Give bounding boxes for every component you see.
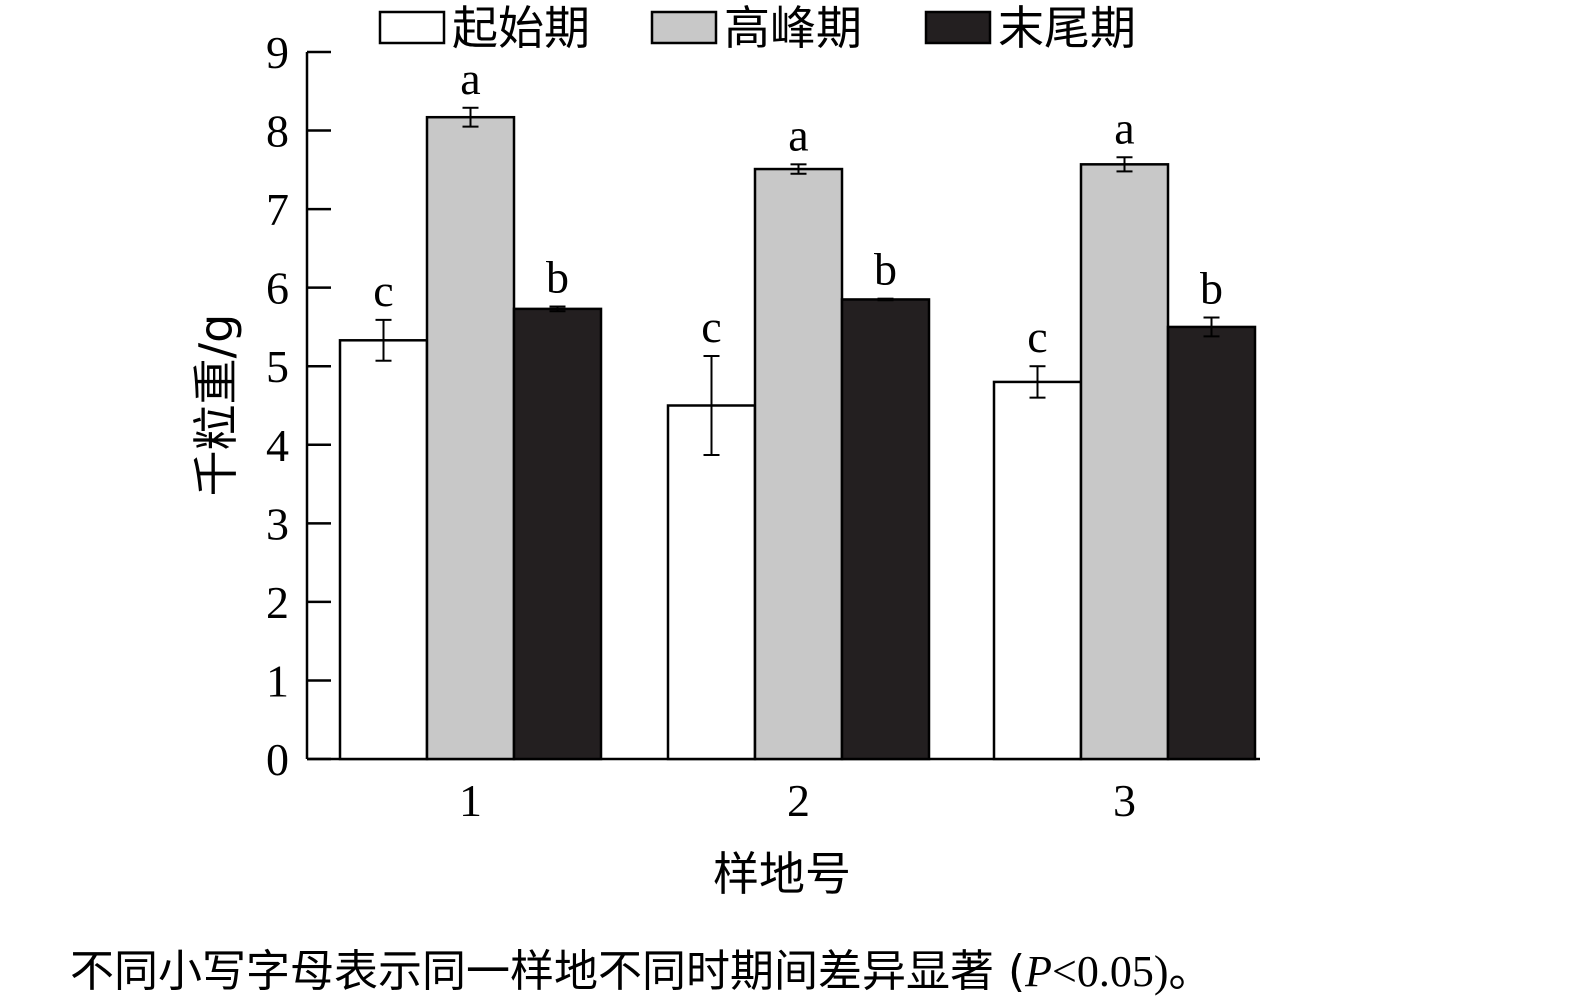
significance-letter-3-2: a — [1114, 102, 1134, 153]
bar-2-2 — [753, 167, 844, 761]
footnote-suffix: <0.05)。 — [1052, 947, 1213, 996]
y-axis: 0 1 2 3 4 5 6 7 8 9 — [266, 27, 331, 785]
footnote-p-symbol: P — [1025, 947, 1053, 996]
bar-3-1 — [992, 380, 1083, 761]
y-tick-label-4: 4 — [266, 420, 289, 471]
legend-label-1: 起始期 — [452, 1, 590, 55]
y-tick-label-5: 5 — [266, 341, 289, 392]
bars: c a b c a b c a b — [338, 53, 1257, 761]
significance-letter-2-1: c — [701, 301, 721, 352]
bar-1-3 — [512, 307, 603, 761]
legend-swatch-2 — [650, 10, 718, 45]
bar-1-1 — [338, 339, 429, 761]
footnote: 不同小写字母表示同一样地不同时期间差异显著 (P<0.05)。 — [70, 935, 1550, 999]
bar-3-2 — [1079, 163, 1170, 761]
legend-swatch-1 — [378, 10, 446, 45]
x-axis-label: 样地号 — [713, 847, 851, 901]
legend-label-2: 高峰期 — [724, 1, 862, 55]
significance-letter-1-2: a — [460, 53, 480, 104]
y-tick-label-9: 9 — [266, 27, 289, 78]
x-tick-label-1: 1 — [459, 775, 482, 826]
significance-letter-2-3: b — [874, 244, 897, 295]
y-axis-label: 千粒重/g — [189, 314, 243, 497]
footnote-prefix: 不同小写字母表示同一样地不同时期间差异显著 ( — [70, 946, 1026, 997]
bar-2-3 — [840, 298, 931, 761]
legend-label-3: 末尾期 — [998, 1, 1136, 55]
y-tick-label-0: 0 — [266, 734, 289, 785]
bar-chart: 起始期 高峰期 末尾期 0 1 2 3 4 5 6 7 8 9 1 2 3 c a b c a b c a b 千粒重/g… — [189, 1, 1260, 901]
bar-2-1 — [666, 404, 757, 761]
y-tick-label-7: 7 — [266, 184, 289, 235]
significance-letter-2-2: a — [788, 109, 808, 160]
bar-1-2 — [425, 115, 516, 761]
y-tick-label-6: 6 — [266, 263, 289, 314]
y-tick-label-2: 2 — [266, 577, 289, 628]
y-tick-label-8: 8 — [266, 106, 289, 157]
bar-3-3 — [1166, 325, 1257, 761]
legend: 起始期 高峰期 末尾期 — [378, 1, 1136, 55]
x-tick-label-2: 2 — [787, 775, 810, 826]
x-axis: 1 2 3 — [307, 757, 1260, 826]
significance-letter-3-1: c — [1027, 311, 1047, 362]
y-tick-label-3: 3 — [266, 498, 289, 549]
x-tick-label-3: 3 — [1113, 775, 1136, 826]
y-tick-label-1: 1 — [266, 655, 289, 706]
significance-letter-1-3: b — [546, 252, 569, 303]
legend-swatch-3 — [924, 10, 992, 45]
significance-letter-3-3: b — [1200, 263, 1223, 314]
significance-letter-1-1: c — [373, 265, 393, 316]
